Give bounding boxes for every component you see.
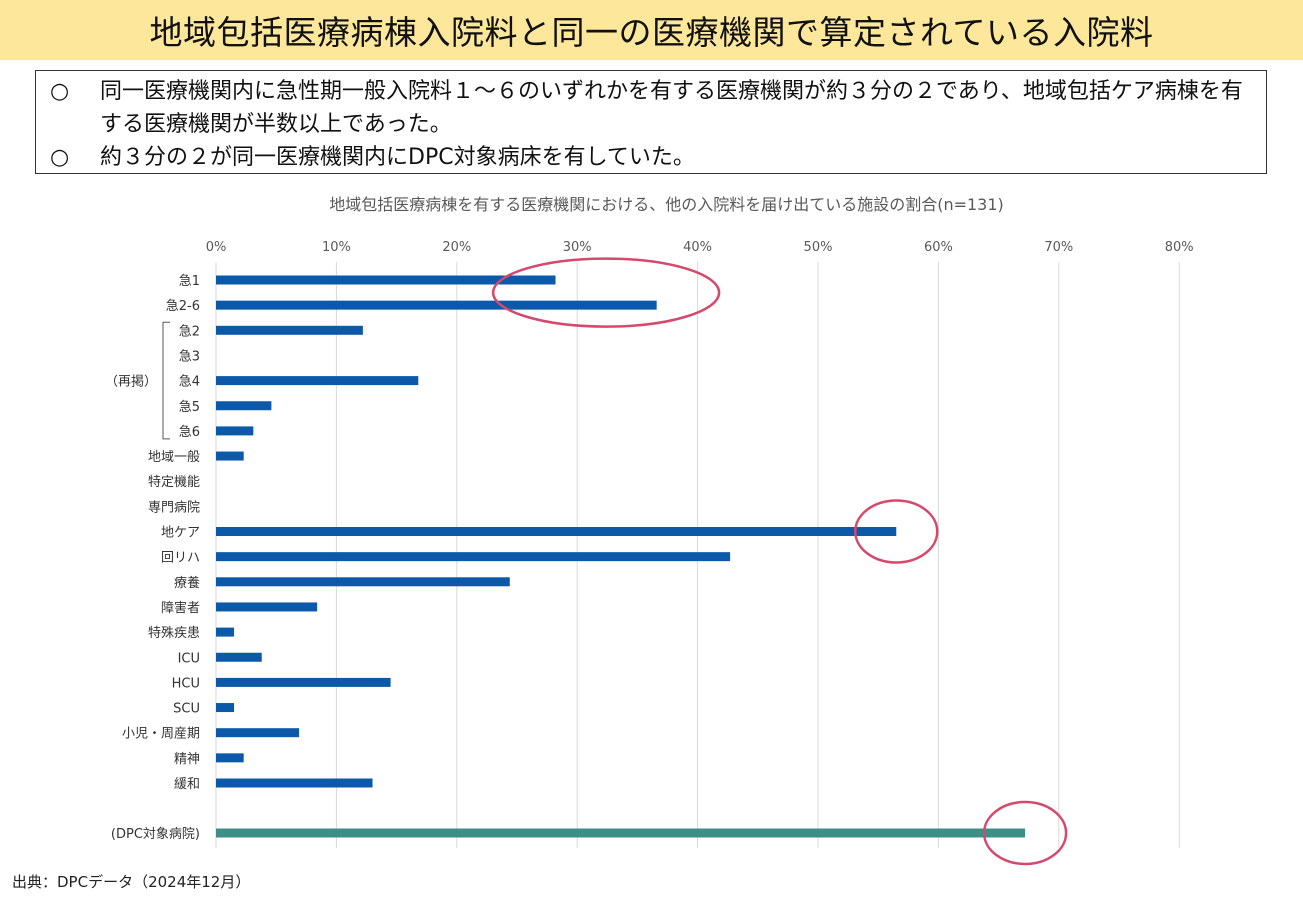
category-label: 療養 bbox=[174, 575, 200, 591]
x-tick-label: 50% bbox=[804, 240, 833, 255]
source-note: 出典：DPCデータ（2024年12月） bbox=[12, 873, 251, 891]
category-label: 回リハ bbox=[161, 551, 200, 566]
category-label: 急6 bbox=[179, 425, 200, 440]
bar bbox=[216, 401, 272, 411]
category-label: 障害者 bbox=[161, 600, 200, 616]
bar bbox=[216, 376, 419, 386]
bar bbox=[216, 426, 254, 436]
chart-title: 地域包括医療病棟を有する医療機関における、他の入院料を届け出ている施設の割合(n… bbox=[329, 195, 1004, 214]
bullet-circle-icon: ○ bbox=[50, 79, 70, 104]
category-label: 急4 bbox=[179, 375, 200, 390]
x-tick-label: 40% bbox=[683, 240, 712, 255]
summary-text-2: 約３分の２が同一医療機関内にDPC対象病床を有していた。 bbox=[100, 145, 695, 170]
category-label: 地域一般 bbox=[148, 449, 200, 465]
category-label: 特殊疾患 bbox=[148, 626, 200, 641]
category-label: 地ケア bbox=[161, 526, 200, 541]
highlight-ellipse bbox=[491, 257, 721, 328]
x-tick-label: 10% bbox=[322, 240, 351, 255]
bar bbox=[216, 778, 373, 788]
bar bbox=[216, 753, 244, 763]
bar bbox=[216, 602, 318, 612]
highlight-ellipse bbox=[982, 800, 1068, 866]
category-label: (DPC対象病院) bbox=[111, 827, 200, 842]
x-tick-label: 80% bbox=[1165, 240, 1194, 255]
group-label: （再掲） bbox=[105, 374, 157, 390]
x-tick-label: 60% bbox=[924, 240, 953, 255]
highlight-ellipse bbox=[854, 499, 939, 564]
x-tick-label: 20% bbox=[442, 240, 471, 255]
page-title: 地域包括医療病棟入院料と同一の医療機関で算定されている入院料 bbox=[149, 13, 1154, 52]
category-label: 急5 bbox=[179, 400, 200, 415]
summary-box: ○ 同一医療機関内に急性期一般入院料１～６のいずれかを有する医療機関が約３分の２… bbox=[35, 70, 1267, 174]
group-bracket bbox=[162, 321, 170, 440]
bar bbox=[216, 703, 235, 713]
category-label: 特定機能 bbox=[148, 475, 200, 490]
bar bbox=[216, 728, 300, 738]
bar bbox=[216, 577, 510, 587]
bar bbox=[216, 300, 657, 310]
category-label: 精神 bbox=[174, 752, 200, 767]
bar bbox=[216, 275, 556, 285]
bar bbox=[216, 627, 235, 637]
x-tick-label: 30% bbox=[563, 240, 592, 255]
category-label: ICU bbox=[178, 651, 200, 666]
summary-line-2: ○ 約３分の２が同一医療機関内にDPC対象病床を有していた。 bbox=[50, 141, 1252, 174]
x-tick-label: 0% bbox=[206, 240, 227, 255]
bar bbox=[216, 451, 244, 461]
bullet-circle-icon: ○ bbox=[50, 145, 70, 170]
category-label: 小児・周産期 bbox=[122, 726, 200, 742]
bar bbox=[216, 828, 1026, 838]
category-label: 急2-6 bbox=[166, 299, 200, 314]
category-label: 急3 bbox=[179, 349, 200, 364]
category-label: HCU bbox=[172, 676, 200, 691]
summary-text-1: 同一医療機関内に急性期一般入院料１～６のいずれかを有する医療機関が約３分の２であ… bbox=[100, 79, 1243, 137]
category-label: 急2 bbox=[179, 324, 200, 339]
title-band: 地域包括医療病棟入院料と同一の医療機関で算定されている入院料 bbox=[0, 0, 1303, 60]
summary-line-1: ○ 同一医療機関内に急性期一般入院料１～６のいずれかを有する医療機関が約３分の２… bbox=[50, 75, 1252, 141]
bar bbox=[216, 652, 262, 662]
bar bbox=[216, 325, 363, 335]
bar bbox=[216, 527, 897, 536]
category-label: SCU bbox=[173, 702, 200, 717]
bar bbox=[216, 552, 731, 562]
x-tick-label: 70% bbox=[1044, 240, 1073, 255]
category-label: 急1 bbox=[179, 274, 200, 289]
bar bbox=[216, 677, 391, 687]
category-label: 専門病院 bbox=[148, 500, 200, 515]
category-label: 緩和 bbox=[174, 777, 200, 792]
